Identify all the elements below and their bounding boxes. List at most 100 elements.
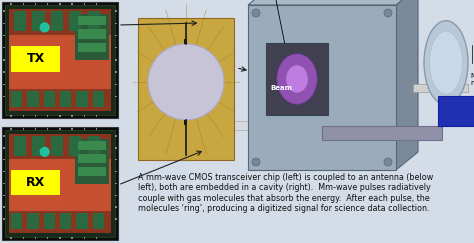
Bar (44, 213, 55, 229)
Bar (138, 18, 234, 160)
Bar (92, 213, 104, 229)
Bar (3, 159, 5, 160)
Bar (72, 237, 73, 239)
Bar (115, 96, 117, 97)
Bar (10, 237, 12, 239)
Text: A mm-wave CMOS transceiver chip (left) is coupled to an antenna (below
left), bo: A mm-wave CMOS transceiver chip (left) i… (138, 173, 433, 213)
Bar (3, 84, 5, 85)
Bar (60, 91, 71, 107)
Bar (32, 136, 45, 156)
Ellipse shape (424, 21, 468, 105)
Bar (115, 207, 117, 208)
Bar (184, 39, 188, 44)
Bar (76, 213, 88, 229)
Bar (9, 134, 111, 233)
Bar (35, 3, 36, 5)
Bar (35, 128, 36, 130)
Bar (23, 115, 24, 117)
Bar (72, 3, 73, 5)
Bar (11, 46, 60, 72)
Bar (11, 170, 60, 195)
Bar (11, 213, 22, 229)
Bar (3, 47, 5, 48)
Bar (11, 162, 67, 206)
Bar (27, 91, 38, 107)
Text: Mirror: Mirror (473, 38, 474, 47)
Bar (44, 91, 55, 107)
Bar (78, 141, 106, 150)
Circle shape (252, 9, 260, 17)
Polygon shape (248, 0, 418, 5)
Bar (78, 43, 106, 52)
Bar (3, 171, 5, 172)
Bar (2, 2, 118, 118)
Bar (83, 128, 85, 130)
Bar (35, 115, 36, 117)
Bar (322, 126, 442, 140)
Bar (83, 237, 85, 239)
Circle shape (40, 147, 50, 157)
Bar (438, 96, 474, 126)
Bar (115, 159, 117, 160)
Bar (115, 71, 117, 73)
Circle shape (384, 158, 392, 166)
Bar (59, 128, 61, 130)
Bar (88, 11, 100, 31)
Bar (47, 128, 48, 130)
Bar (3, 183, 5, 184)
Bar (32, 11, 45, 31)
Circle shape (384, 9, 392, 17)
Bar (3, 218, 5, 220)
Bar (266, 43, 328, 115)
Circle shape (40, 22, 50, 33)
Bar (83, 115, 85, 117)
Bar (60, 213, 71, 229)
Bar (14, 136, 27, 156)
Bar (115, 47, 117, 48)
Bar (78, 16, 106, 25)
Bar (35, 237, 36, 239)
Bar (11, 91, 22, 107)
Bar (9, 9, 111, 35)
Bar (248, 5, 396, 170)
Bar (9, 211, 111, 233)
Bar (413, 84, 468, 92)
Bar (14, 11, 27, 31)
Bar (115, 59, 117, 61)
Bar (3, 10, 5, 12)
Bar (47, 237, 48, 239)
Bar (9, 134, 111, 159)
Bar (88, 136, 100, 156)
Bar (47, 3, 48, 5)
Bar (96, 128, 97, 130)
Polygon shape (396, 0, 418, 170)
Bar (9, 88, 111, 111)
Bar (10, 128, 12, 130)
Bar (75, 139, 109, 183)
Bar (78, 29, 106, 39)
Bar (78, 154, 106, 163)
Bar (228, 121, 348, 130)
Bar (75, 14, 109, 60)
Bar (115, 10, 117, 12)
Bar (115, 218, 117, 220)
Bar (23, 128, 24, 130)
Text: Beam: Beam (270, 85, 292, 91)
Bar (69, 11, 82, 31)
Bar (59, 3, 61, 5)
Bar (2, 127, 118, 240)
Ellipse shape (429, 31, 463, 94)
Bar (3, 96, 5, 97)
Bar (5, 5, 115, 115)
Bar (115, 35, 117, 36)
Text: TX: TX (27, 52, 45, 65)
Bar (83, 3, 85, 5)
Bar (96, 3, 97, 5)
Bar (23, 237, 24, 239)
Bar (9, 9, 111, 111)
Bar (78, 167, 106, 176)
Bar (96, 237, 97, 239)
Bar (115, 147, 117, 148)
Bar (51, 11, 63, 31)
Bar (115, 183, 117, 184)
